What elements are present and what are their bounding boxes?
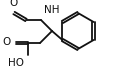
Text: O: O [9,0,17,8]
Text: NH: NH [44,5,59,15]
Text: HO: HO [8,58,24,68]
Text: O: O [3,37,11,47]
